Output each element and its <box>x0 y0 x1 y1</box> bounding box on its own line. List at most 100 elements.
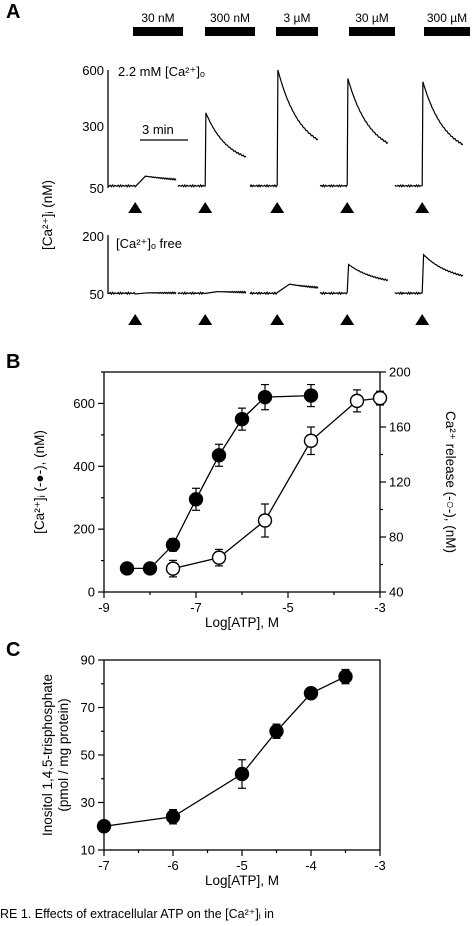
concentration-label: 300 µM <box>427 11 467 25</box>
c-y-tick-label: 90 <box>81 653 95 668</box>
a-bottom-ytick: 200 <box>82 229 104 244</box>
b-x-tick-label: -9 <box>98 600 110 615</box>
a-top-ytick: 600 <box>82 63 104 78</box>
c-ip3-filled-point <box>303 686 319 701</box>
stimulus-arrowhead <box>415 314 430 325</box>
b-calcium-filled-point <box>119 561 135 576</box>
concentration-bar <box>424 27 470 36</box>
c-x-tick-label: -3 <box>374 858 386 873</box>
b-release-open-point <box>372 390 388 406</box>
b-y2-tick-label: 40 <box>389 585 403 600</box>
stimulus-arrowhead <box>340 314 355 325</box>
calcium-trace-bottom <box>319 263 389 296</box>
concentration-label: 300 nM <box>210 11 250 25</box>
b-x-tick-label: -3 <box>374 600 386 615</box>
c-x-tick-label: -4 <box>305 858 317 873</box>
a-y-axis-label: [Ca²⁺]ᵢ (nM) <box>40 180 55 250</box>
stimulus-arrowhead <box>128 202 143 213</box>
b-y2-axis-label: Ca²⁺ release (-○-), (nM) <box>443 411 458 553</box>
c-ip3-filled-point <box>338 669 353 684</box>
c-ip3-filled-point <box>96 819 112 834</box>
b-release-open-point <box>303 433 319 448</box>
a-top-ytick: 50 <box>90 181 104 196</box>
b-y-tick-label: 200 <box>73 522 95 537</box>
b-calcium-filled-point <box>142 561 158 576</box>
stimulus-arrowhead <box>198 314 213 325</box>
b-release-open-point <box>257 513 273 528</box>
c-y-axis-label-line1: Inositol 1,4,5-trisphosphate <box>40 674 55 836</box>
concentration-label: 30 nM <box>141 11 174 25</box>
concentration-bar <box>349 27 395 36</box>
c-x-tick-label: -6 <box>167 858 179 873</box>
stimulus-arrowhead <box>340 202 355 213</box>
stimulus-arrowhead <box>128 314 143 325</box>
b-x-tick-label: -5 <box>282 600 294 615</box>
stimulus-arrowhead <box>270 314 285 325</box>
b-axes: -9 -7 -5 -3 0 200 400 600 40 80 120 160 200 <box>73 365 410 616</box>
concentration-bars: 30 nM 300 nM 3 µM 30 µM 300 µM <box>133 11 470 36</box>
c-axes: -7 -6 -5 -4 -3 10 30 50 70 90 <box>81 653 386 874</box>
b-x-tick-label: -7 <box>190 600 202 615</box>
c-x-tick-label: -7 <box>98 858 110 873</box>
b-data-marks <box>119 383 388 578</box>
b-y2-tick-label: 120 <box>389 475 411 490</box>
c-ip3-filled-point <box>234 766 250 782</box>
a-bottom-condition: [Ca²⁺]ₒ free <box>116 236 182 251</box>
b-calcium-filled-point <box>257 389 273 405</box>
c-plot-frame <box>103 659 381 851</box>
b-calcium-filled-point <box>303 388 319 403</box>
calcium-trace-bottom <box>394 253 464 296</box>
b-y2-tick-label: 160 <box>389 420 411 435</box>
b-y-tick-label: 0 <box>88 585 95 600</box>
c-x-axis-label: Log[ATP], M <box>205 873 279 888</box>
calcium-trace-top <box>107 175 177 188</box>
c-y-tick-label: 50 <box>81 748 95 763</box>
c-x-tick-label: -5 <box>236 858 248 873</box>
c-y-tick-label: 70 <box>81 700 95 715</box>
a-top-ytick: 300 <box>82 119 104 134</box>
concentration-bar <box>133 27 183 36</box>
calcium-trace-top <box>249 69 319 188</box>
b-calcium-series-line <box>127 394 312 570</box>
concentration-bar <box>276 27 318 36</box>
concentration-label: 3 µM <box>284 11 311 25</box>
stimulus-arrowhead <box>198 202 213 213</box>
b-y-tick-label: 600 <box>73 396 95 411</box>
b-y2-tick-label: 200 <box>389 365 411 380</box>
calcium-trace-bottom <box>249 283 319 296</box>
stimulus-arrowhead <box>270 202 285 213</box>
c-ip3-filled-point <box>165 809 181 824</box>
stimulus-arrowhead <box>415 202 430 213</box>
b-calcium-filled-point <box>188 492 204 507</box>
concentration-label: 30 µM <box>355 11 389 25</box>
c-y-axis-label-line2: (pmol / mg protein) <box>56 698 71 811</box>
calcium-trace-top <box>319 78 389 188</box>
b-calcium-filled-point <box>234 411 250 427</box>
c-ip3-filled-point <box>269 724 284 739</box>
b-calcium-filled-point <box>211 448 227 463</box>
panel-a-letter: A <box>6 1 20 23</box>
calcium-trace-bottom <box>177 290 247 296</box>
b-y-axis-label: [Ca²⁺]ᵢ (-●-), (nM) <box>32 430 47 534</box>
figure-caption: RE 1. Effects of extracellular ATP on th… <box>0 907 274 921</box>
b-calcium-filled-point <box>165 537 181 553</box>
c-y-tick-label: 30 <box>81 795 95 810</box>
a-bottom-ytick: 50 <box>90 287 104 302</box>
time-scale-label: 3 min <box>142 122 174 137</box>
a-top-condition: 2.2 mM [Ca²⁺]ₒ <box>118 64 205 79</box>
b-y-tick-label: 400 <box>73 459 95 474</box>
calcium-trace-bottom <box>107 291 177 296</box>
concentration-bar <box>205 27 255 36</box>
panel-c-letter: C <box>6 639 20 661</box>
calcium-traces <box>107 69 464 325</box>
b-release-open-point <box>349 393 365 409</box>
b-x-axis-label: Log[ATP], M <box>205 615 279 630</box>
b-release-open-point <box>211 550 227 565</box>
b-plot-frame <box>103 371 381 593</box>
calcium-trace-top <box>394 81 464 188</box>
b-y2-tick-label: 80 <box>389 530 403 545</box>
calcium-trace-top <box>177 112 247 188</box>
panel-b-letter: B <box>6 351 20 373</box>
c-data-marks <box>96 668 353 834</box>
